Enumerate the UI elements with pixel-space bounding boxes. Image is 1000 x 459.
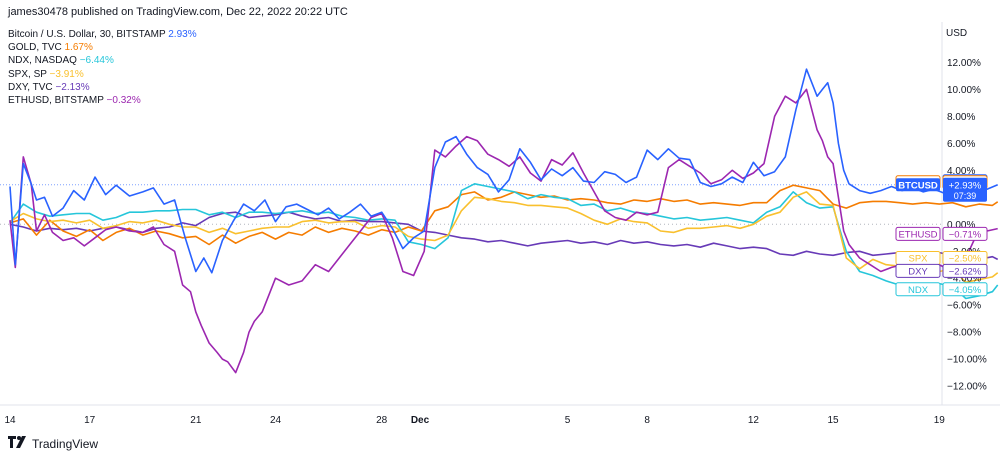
series-line-dxy [9,211,999,261]
x-tick-label: 14 [4,415,16,426]
legend-name: DXY, TVC [8,81,53,93]
price-tag-countdown: 07:39 [954,191,977,201]
x-tick-label: 5 [565,415,571,426]
y-tick-label: −10.00% [947,355,987,366]
legend-row-ethusd[interactable]: ETHUSD, BITSTAMP −0.32% [8,94,197,107]
y-tick-label: 6.00% [947,139,975,150]
series-name-tag: SPX [908,254,928,265]
series-name-tag-box [896,178,940,192]
y-tick-label: −12.00% [947,382,987,393]
y-tick-label: 0.00% [947,220,975,231]
price-tag-box [942,263,988,278]
legend-name: SPX, SP [8,68,47,80]
legend-name: ETHUSD, BITSTAMP [8,95,104,107]
x-tick-label: 17 [84,415,96,426]
price-scale-unit: USD [946,28,967,39]
time-axis[interactable]: 14 17 21 24 28 Dec 5 8 12 15 19 [4,415,945,426]
series-name-tag: DXY [908,266,928,277]
series-name-tag-box [895,263,941,278]
series-legend: Bitcoin / U.S. Dollar, 30, BITSTAMP 2.93… [8,28,197,107]
price-tag-value: +3.19% [949,177,982,188]
series-name-tag: ETHUSD [898,229,937,240]
series-line-ndx [9,183,999,300]
y-tick-label: 10.00% [947,85,981,96]
legend-row-btcusd[interactable]: Bitcoin / U.S. Dollar, 30, BITSTAMP 2.93… [8,28,197,41]
legend-name: GOLD, TVC [8,42,62,54]
legend-value: −0.32% [106,95,141,107]
series-name-tag: NDX [908,285,929,296]
price-tag-value: −0.71% [949,229,982,240]
price-tag-value: −2.50% [949,254,982,265]
price-tag-value: +2.93% [949,180,982,191]
x-tick-label: 8 [644,415,650,426]
legend-row-gold[interactable]: GOLD, TVC 1.67% [8,41,197,54]
zero-line [0,184,942,225]
series-line-gold [9,184,999,246]
price-tag-box [942,226,988,241]
series-name-tag-box [895,175,941,190]
legend-value: −3.91% [49,68,84,80]
price-tag-box [943,177,987,202]
price-tag-value: −2.62% [949,266,982,277]
footer-brand[interactable]: TradingView [8,436,98,451]
x-tick-label: 19 [934,415,946,426]
price-tag-box [942,251,988,266]
legend-name: Bitcoin / U.S. Dollar, 30, BITSTAMP [8,29,166,40]
price-tag-box [942,282,988,297]
price-tag-box [942,174,988,189]
legend-row-ndx[interactable]: NDX, NASDAQ −6.44% [8,54,197,67]
price-axis[interactable]: 12.00% 10.00% 8.00% 6.00% 4.00% 2.00% 0.00% −2.… [947,58,987,393]
y-tick-label: −4.00% [947,274,981,285]
y-tick-label: 8.00% [947,112,975,123]
legend-value: −6.44% [79,55,114,67]
legend-row-dxy[interactable]: DXY, TVC −2.13% [8,81,197,94]
y-tick-label: −2.00% [947,247,981,258]
series-name-tag-box [895,226,941,241]
legend-value: 2.93% [168,29,197,40]
price-tag-value: −4.05% [949,285,982,296]
series-line-spx [9,191,999,284]
legend-name: NDX, NASDAQ [8,55,77,67]
tradingview-logo-icon [8,436,28,451]
footer-brand-label: TradingView [32,436,99,451]
y-tick-label: −6.00% [947,301,981,312]
y-tick-label: 2.00% [947,193,975,204]
legend-value: −2.13% [55,81,90,93]
x-tick-label: 28 [376,415,388,426]
series-name-tag-box [895,251,941,266]
price-tag-value: +3.12% [949,178,982,189]
x-tick-label: 24 [270,415,282,426]
series-name-tag: BTCUSD [898,180,938,191]
series-line-ethusd [9,88,998,374]
x-tick-label: 15 [827,415,839,426]
series-lines [9,68,999,374]
price-tag-box [942,175,988,190]
y-tick-label: 12.00% [947,58,981,69]
series-name-tag: GOLD [905,178,932,189]
legend-value: 1.67% [64,42,93,54]
y-tick-label: 4.00% [947,166,975,177]
y-tick-label: −8.00% [947,328,981,339]
x-tick-label: Dec [411,415,430,426]
x-tick-label: 12 [748,415,760,426]
x-tick-label: 21 [190,415,202,426]
publisher-header: james30478 published on TradingView.com,… [8,6,348,18]
legend-row-spx[interactable]: SPX, SP −3.91% [8,68,197,81]
series-name-tag-box [895,282,941,297]
